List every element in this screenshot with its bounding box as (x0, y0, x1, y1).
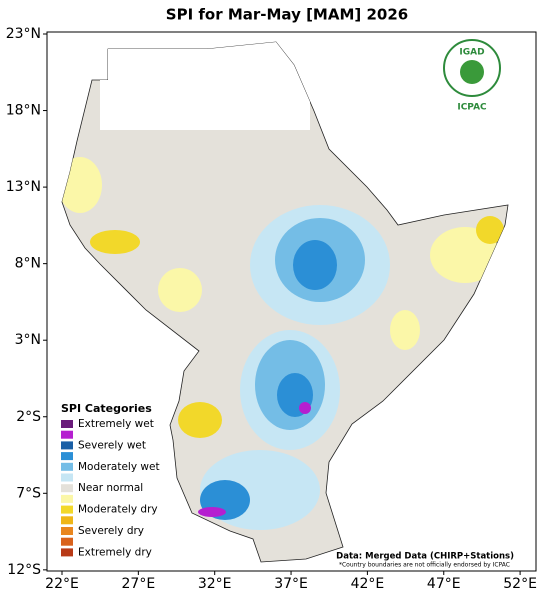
y-tick-label: 12°S (7, 562, 41, 578)
spi-field (62, 42, 504, 530)
legend-swatch (61, 441, 73, 450)
x-tick-label: 32°E (198, 576, 232, 592)
y-tick-label: 3°N (15, 332, 41, 348)
legend-label: Near normal (78, 482, 143, 494)
x-tick-label: 42°E (351, 576, 385, 592)
map-title: SPI for Mar-May [MAM] 2026 (166, 6, 408, 24)
legend-label: Severely wet (78, 439, 146, 451)
x-tick-label: 47°E (427, 576, 461, 592)
legend-swatch (61, 452, 73, 461)
spi-area (390, 310, 420, 350)
legend-swatch (61, 484, 73, 493)
y-tick-label: 23°N (6, 26, 41, 42)
x-tick-label: 52°E (503, 576, 537, 592)
y-tick-label: 2°S (16, 409, 41, 425)
x-tick-label: 22°E (45, 576, 79, 592)
y-tick-label: 13°N (6, 179, 41, 195)
legend-swatch (61, 548, 73, 557)
logo-text: ICPAC (457, 103, 487, 113)
x-tick-label: 27°E (122, 576, 156, 592)
legend-label: Moderately wet (78, 461, 160, 473)
legend-swatch (61, 527, 73, 535)
logo-globe (460, 60, 484, 84)
legend-swatch (61, 537, 73, 546)
y-tick-label: 7°S (16, 485, 41, 501)
spi-area (198, 507, 226, 517)
logo: IGAD ICPAC (443, 39, 501, 113)
y-tick-label: 18°N (6, 103, 41, 119)
legend-label: Moderately dry (78, 504, 158, 516)
legend-swatch (61, 516, 73, 525)
source-note: Data: Merged Data (CHIRP+Stations) (336, 552, 514, 562)
y-tick-label: 8°N (15, 256, 41, 272)
logo-text: IGAD (459, 48, 484, 58)
spi-area (293, 240, 337, 290)
legend-swatch (61, 420, 73, 428)
spi-area (158, 268, 202, 312)
legend-label: Extremely wet (78, 418, 154, 430)
legend-swatch (61, 473, 73, 482)
legend-swatch (61, 430, 73, 439)
x-tick-label: 37°E (274, 576, 308, 592)
legend-label: Extremely dry (78, 546, 152, 558)
spi-area (178, 402, 222, 438)
no-data (100, 42, 310, 130)
legend-swatch (61, 494, 73, 503)
legend-title: SPI Categories (61, 402, 152, 415)
disclaimer: *Country boundaries are not officially e… (339, 562, 510, 569)
legend-swatch (61, 505, 73, 514)
legend-label: Severely dry (78, 525, 144, 537)
legend-swatch (61, 462, 73, 471)
spi-area (90, 230, 140, 254)
spi-area (299, 402, 311, 414)
spi-area (476, 216, 504, 244)
